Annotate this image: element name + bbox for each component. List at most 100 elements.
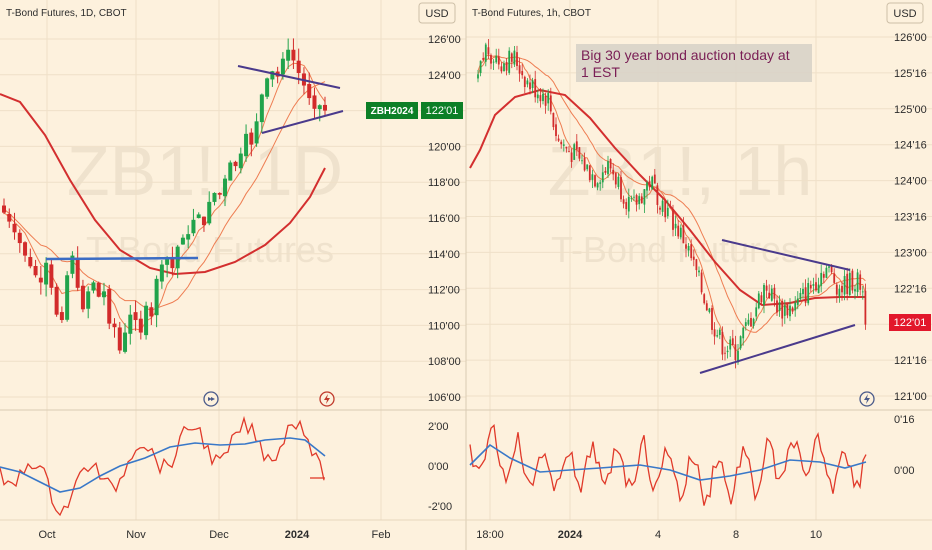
candle-body: [144, 305, 149, 336]
candle-body: [317, 105, 322, 110]
candle-body: [80, 285, 85, 310]
candle-body: [17, 232, 22, 244]
candle-body: [492, 61, 495, 63]
lightning-icon[interactable]: [319, 391, 335, 407]
left-currency-box[interactable]: [418, 2, 456, 24]
candle-body: [638, 196, 641, 205]
left-currency-label[interactable]: USD: [425, 8, 448, 20]
candle-body: [312, 95, 317, 109]
candle-body: [217, 193, 222, 195]
ma-fast-line: [477, 56, 866, 352]
candle-body: [809, 284, 812, 289]
trendlines: [45, 65, 856, 374]
left-x-axis[interactable]: Oct Nov Dec 2024 Feb: [38, 529, 390, 541]
x-tick-label: Dec: [209, 529, 229, 541]
left-y-axis[interactable]: 126'00124'00122'00120'00118'00116'00114'…: [428, 34, 461, 404]
candle-body: [757, 293, 760, 309]
candle-body: [23, 242, 28, 256]
candle-body: [244, 133, 249, 157]
candle-body: [765, 285, 768, 291]
candle-body: [254, 121, 259, 144]
candle-body: [799, 292, 802, 299]
candle-body: [770, 288, 773, 301]
candle-body: [521, 71, 524, 76]
candle-body: [49, 264, 54, 288]
candle-body: [513, 50, 516, 65]
left-oscillator-axis: 2'00 0'00 -2'00: [428, 421, 452, 513]
candle-body: [599, 182, 602, 184]
candle-body: [38, 277, 43, 283]
osc-tick-label: 0'16: [894, 414, 914, 426]
replay-icon[interactable]: [203, 391, 219, 407]
candle-body: [612, 169, 615, 175]
right-y-axis[interactable]: 126'00 125'16 125'00 124'16 124'00 123'16 123'…: [894, 32, 927, 403]
rising-trendline: [261, 110, 344, 134]
y-tick-label: 124'00: [894, 176, 927, 188]
candle-body: [783, 305, 786, 316]
candle-body: [555, 124, 557, 137]
candle-body: [578, 147, 581, 159]
right-x-axis[interactable]: 18:00 2024 4 8 10: [476, 529, 822, 541]
candle-body: [830, 266, 833, 273]
candle-body: [674, 223, 677, 229]
candle-body: [560, 141, 563, 145]
candle-body: [677, 225, 680, 237]
candle-body: [75, 257, 80, 288]
candle-body: [614, 173, 617, 185]
candle-body: [848, 272, 851, 295]
candle-body: [510, 53, 513, 62]
candle-body: [534, 79, 537, 98]
candle-body: [700, 272, 703, 293]
candle-body: [742, 327, 745, 339]
candle-body: [286, 49, 291, 61]
candle-body: [233, 161, 238, 167]
candle-body: [789, 305, 791, 317]
candle-body: [843, 275, 846, 295]
candle-body: [170, 257, 175, 269]
candle-body: [703, 294, 706, 304]
candle-body: [804, 287, 807, 303]
candle-body: [280, 58, 285, 75]
lightning-icon[interactable]: [859, 391, 875, 407]
candle-body: [228, 162, 233, 181]
candle-body: [781, 300, 784, 319]
osc-tick-label: -2'00: [428, 501, 452, 513]
candle-body: [594, 175, 596, 187]
candle-body: [617, 176, 620, 187]
candle-body: [812, 284, 815, 286]
right-currency-box[interactable]: [886, 2, 924, 24]
candle-body: [191, 219, 196, 234]
candle-body: [96, 282, 101, 297]
candle-body: [557, 138, 560, 141]
candle-body: [682, 225, 685, 244]
candle-body: [86, 291, 91, 309]
candle-body: [625, 202, 628, 210]
oscillator-slow-line: [0, 437, 326, 493]
right-currency-label[interactable]: USD: [893, 8, 916, 20]
left-symbol-badge-text: ZBH2024: [371, 106, 414, 117]
candle-body: [713, 329, 716, 337]
candle-body: [542, 93, 544, 102]
candle-body: [794, 302, 797, 311]
candle-body: [747, 319, 750, 325]
x-tick-label: 4: [655, 529, 661, 541]
candle-body: [796, 298, 799, 305]
y-tick-label: 125'16: [894, 68, 927, 80]
left-chart-title: T-Bond Futures, 1D, CBOT: [6, 8, 127, 19]
candle-body: [547, 93, 550, 104]
ma-mid-line: [3, 81, 326, 311]
candle-body: [207, 201, 212, 224]
right-price-badge: [889, 314, 931, 331]
resistance-trendline: [237, 65, 341, 89]
candle-body: [859, 274, 862, 290]
candle-body: [238, 153, 243, 169]
candle-body: [101, 291, 106, 298]
candle-body: [536, 94, 539, 99]
annotation-box[interactable]: [576, 44, 812, 82]
candle-body: [591, 174, 594, 180]
candle-body: [201, 216, 206, 226]
right-oscillator-axis: 0'16 0'00: [894, 414, 914, 477]
y-tick-label: 125'00: [894, 104, 927, 116]
candle-body: [854, 289, 856, 292]
candle-body: [568, 151, 570, 153]
